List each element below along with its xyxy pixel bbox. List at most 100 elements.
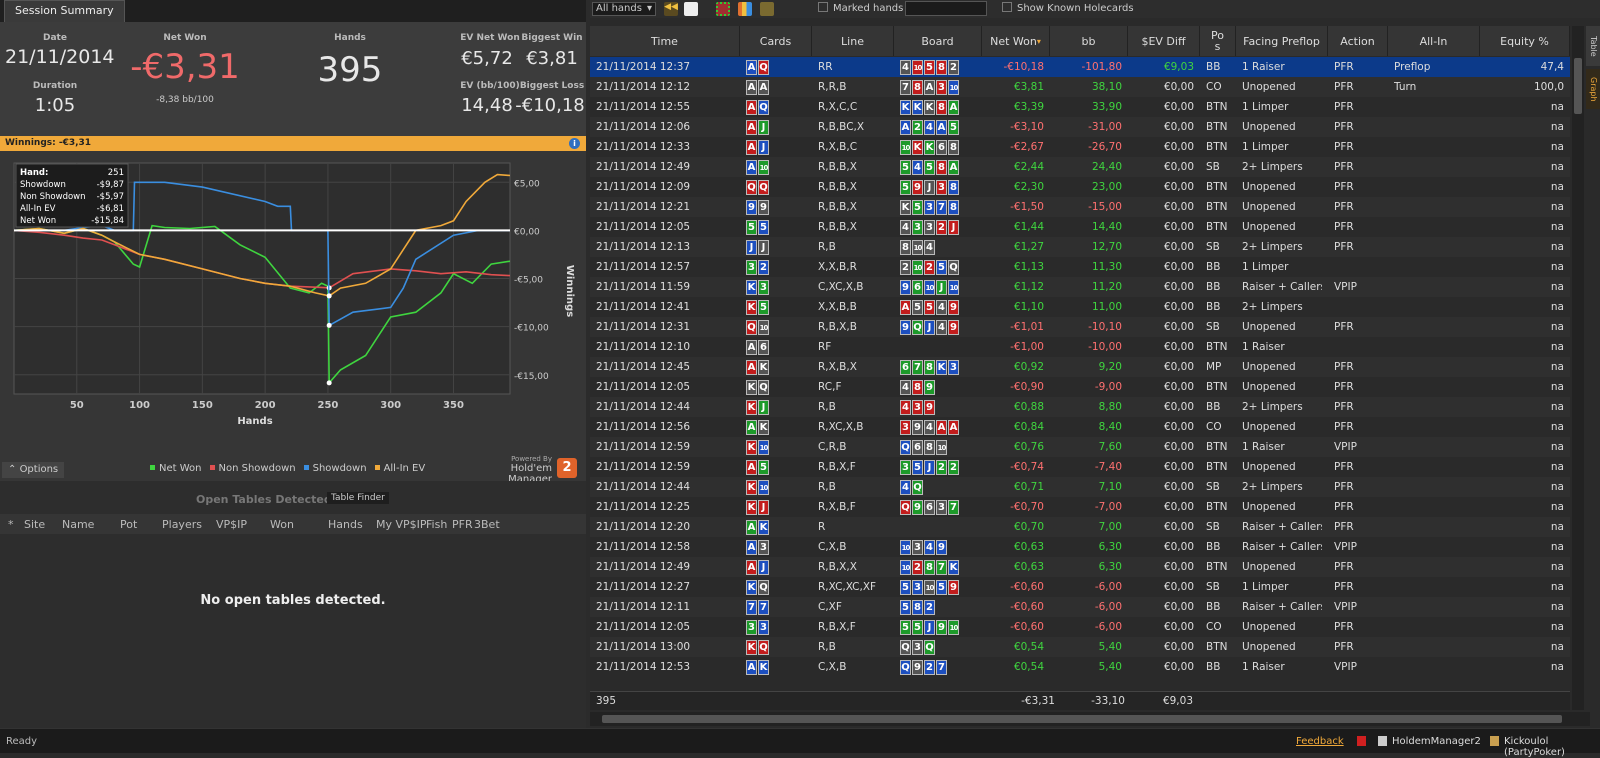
column-header[interactable]: Facing Preflop <box>1236 26 1328 56</box>
ot-column-header[interactable]: * <box>8 518 14 531</box>
heatmap-icon[interactable] <box>716 2 730 16</box>
ot-column-header[interactable]: Name <box>62 518 95 531</box>
table-row[interactable]: 21/11/2014 12:57 3 2 X,X,B,R 2 10 2 5 Q €1,13 11,3… <box>590 257 1570 277</box>
column-header[interactable]: bb <box>1050 26 1128 56</box>
table-row[interactable]: 21/11/2014 12:05 5 5 R,B,B,X 4 3 3 2 J €1,44 14,40… <box>590 217 1570 237</box>
table-row[interactable]: 21/11/2014 12:45 A K R,X,B,X 6 7 8 K 3 €0,92 9,20 €… <box>590 357 1570 377</box>
table-row[interactable]: 21/11/2014 12:10 A 6 RF -€1,00 -10,00 €0,00 BTN… <box>590 337 1570 357</box>
table-row[interactable]: 21/11/2014 12:33 A J R,X,B,C 10 K K 6 8 -€2,67 -26… <box>590 137 1570 157</box>
line-cell: R,B,B,X <box>818 161 857 173</box>
legend-label: Non Showdown <box>218 463 296 474</box>
facing-preflop-cell: Unopened <box>1242 181 1296 193</box>
table-row[interactable]: 21/11/2014 12:49 A J R,B,X,X 10 2 8 7 K €0,63 6,30… <box>590 557 1570 577</box>
ot-column-header[interactable]: Hands <box>328 518 363 531</box>
bigloss-label: Biggest Loss <box>519 81 585 91</box>
table-row[interactable]: 21/11/2014 12:20 A K R €0,70 7,00 €0,00 SB Raise… <box>590 517 1570 537</box>
status-app[interactable]: HoldemManager2 <box>1392 736 1481 747</box>
tooltip-value: -$9,87 <box>97 180 124 190</box>
known-checkbox[interactable] <box>1002 2 1012 12</box>
ot-column-header[interactable]: 3Bet <box>474 518 500 531</box>
status-user[interactable]: Kickoulol (PartyPoker) <box>1504 736 1565 758</box>
column-header[interactable]: Action <box>1328 26 1388 56</box>
ot-column-header[interactable]: Won <box>270 518 294 531</box>
horizontal-scroll-thumb[interactable] <box>602 715 1562 723</box>
trophy-icon[interactable] <box>760 2 774 16</box>
table-row[interactable]: 21/11/2014 12:27 K Q R,XC,XC,XF 5 3 10 5 9 -€0,60… <box>590 577 1570 597</box>
table-row[interactable]: 21/11/2014 12:11 7 7 C,XF 5 8 2 -€0,60 -6,00 €0,0… <box>590 597 1570 617</box>
table-row[interactable]: 21/11/2014 12:21 9 9 R,B,B,X K 5 3 7 8 -€1,50 -15,… <box>590 197 1570 217</box>
tab-session-summary[interactable]: Session Summary <box>4 0 125 22</box>
hands-filter-select[interactable]: All hands ▾ <box>592 2 656 16</box>
table-row[interactable]: 21/11/2014 12:53 A K C,X,B Q 9 2 7 €0,54 5,40 €0,0… <box>590 657 1570 677</box>
x-tick-label: 250 <box>317 400 338 411</box>
flag-icon[interactable] <box>1357 736 1366 746</box>
feedback-link[interactable]: Feedback <box>1296 736 1344 747</box>
card-icon: 7 <box>936 659 947 675</box>
table-row[interactable]: 21/11/2014 12:06 A J R,B,BC,X A 2 4 A 5 -€3,10 -31… <box>590 117 1570 137</box>
table-row[interactable]: 21/11/2014 12:59 K 10 C,R,B Q 6 8 10 €0,76 7,60 €0… <box>590 437 1570 457</box>
column-header[interactable]: $EV Diff <box>1128 26 1200 56</box>
column-header[interactable]: Po s <box>1200 26 1236 56</box>
equity-cell: 47,4 <box>1540 61 1564 73</box>
line-cell: R,B,X,F <box>818 461 856 473</box>
y-axis-label: Winnings <box>564 265 575 317</box>
ot-column-header[interactable]: PFR <box>452 518 473 531</box>
options-button[interactable]: ⌃ Options <box>2 462 65 478</box>
marked-hands-select[interactable] <box>905 1 987 16</box>
legend-item[interactable]: Net Won <box>150 463 202 474</box>
ot-column-header[interactable]: Pot <box>120 518 138 531</box>
time-cell: 21/11/2014 13:00 <box>596 641 691 653</box>
table-row[interactable]: 21/11/2014 12:55 A Q R,X,C,C K K K 8 A €3,39 33,90… <box>590 97 1570 117</box>
table-row[interactable]: 21/11/2014 12:41 K 5 X,X,B,B A 5 5 4 9 €1,10 11,00… <box>590 297 1570 317</box>
ot-column-header[interactable]: My VP$IP <box>376 518 427 531</box>
ev-diff-cell: €0,00 <box>1163 301 1194 313</box>
legend-item[interactable]: Showdown <box>303 463 367 474</box>
table-row[interactable]: 21/11/2014 12:31 Q 10 R,B,X,B 9 Q J 4 9 -€1,01 -10… <box>590 317 1570 337</box>
marked-checkbox[interactable] <box>818 2 828 12</box>
time-cell: 21/11/2014 12:59 <box>596 461 691 473</box>
column-header[interactable]: Time <box>590 26 740 56</box>
table-row[interactable]: 21/11/2014 12:05 3 3 R,B,X,F 5 5 J 9 10 -€0,60 -6,… <box>590 617 1570 637</box>
table-row[interactable]: 21/11/2014 13:00 K Q R,B Q 3 Q €0,54 5,40 €0,00 BT… <box>590 637 1570 657</box>
column-header[interactable]: Cards <box>740 26 812 56</box>
column-header[interactable]: Equity % <box>1480 26 1570 56</box>
horizontal-scrollbar[interactable] <box>590 712 1590 726</box>
rewind-icon[interactable]: ◀◀ <box>664 2 678 16</box>
table-row[interactable]: 21/11/2014 12:05 K Q RC,F 4 8 9 -€0,90 -9,00 €0,0… <box>590 377 1570 397</box>
column-header[interactable]: Board <box>894 26 982 56</box>
table-row[interactable]: 21/11/2014 12:59 A 5 R,B,X,F 3 5 J 2 2 -€0,74 -7,4… <box>590 457 1570 477</box>
ot-column-header[interactable]: Site <box>24 518 46 531</box>
column-header-label: Equity % <box>1500 34 1549 48</box>
card-icon: 2 <box>948 459 959 475</box>
vertical-scrollbar[interactable] <box>1572 26 1584 710</box>
side-tab-table[interactable]: Table <box>1586 26 1600 66</box>
table-row[interactable]: 21/11/2014 12:49 A 10 R,B,B,X 5 4 5 8 A €2,44 24,4… <box>590 157 1570 177</box>
table-row[interactable]: 21/11/2014 12:44 K J R,B 4 3 9 €0,88 8,80 €0,00 BB… <box>590 397 1570 417</box>
marked-hands-toggle[interactable]: Marked hands <box>818 2 903 14</box>
info-icon[interactable]: i <box>569 138 580 149</box>
table-finder-button[interactable]: Table Finder <box>327 492 389 504</box>
column-header[interactable]: Net Won ▾ <box>982 26 1050 56</box>
side-tab-graph[interactable]: Graph <box>1586 69 1600 109</box>
column-header[interactable]: Line <box>812 26 894 56</box>
table-row[interactable]: 21/11/2014 12:44 K 10 R,B 4 Q €0,71 7,10 €0,00 SB… <box>590 477 1570 497</box>
column-header[interactable]: All-In <box>1388 26 1480 56</box>
table-row[interactable]: 21/11/2014 12:56 A K R,XC,X,B 3 9 4 A A €0,84 8,40… <box>590 417 1570 437</box>
table-row[interactable]: 21/11/2014 12:09 Q Q R,B,B,X 5 9 J 3 8 €2,30 23,00… <box>590 177 1570 197</box>
table-row[interactable]: 21/11/2014 12:58 A 3 C,X,B 10 3 4 9 €0,63 6,30 €0,… <box>590 537 1570 557</box>
table-row[interactable]: 21/11/2014 12:13 J J R,B 8 10 4 €1,27 12,70 €0,00… <box>590 237 1570 257</box>
legend-item[interactable]: All-In EV <box>374 463 425 474</box>
bar-chart-icon[interactable] <box>738 2 752 16</box>
legend-item[interactable]: Non Showdown <box>209 463 296 474</box>
table-row[interactable]: 21/11/2014 12:12 A A R,R,B 7 8 A 3 10 €3,81 38,10 €… <box>590 77 1570 97</box>
table-row[interactable]: 21/11/2014 11:59 K 3 C,XC,X,B 9 6 10 J 10 €1,12 11… <box>590 277 1570 297</box>
ot-column-header[interactable]: VP$IP <box>216 518 248 531</box>
table-row[interactable]: 21/11/2014 12:25 K J R,X,B,F Q 9 6 3 7 -€0,70 -7,0… <box>590 497 1570 517</box>
show-known-toggle[interactable]: Show Known Holecards <box>1002 2 1134 14</box>
ot-column-header[interactable]: Players <box>162 518 202 531</box>
ot-column-header[interactable]: Fish <box>426 518 448 531</box>
table-row[interactable]: 21/11/2014 12:37 A Q RR 4 10 5 8 2 -€10,18 -101,80… <box>590 57 1570 77</box>
vertical-scroll-thumb[interactable] <box>1574 58 1582 114</box>
card-icon: Q <box>924 639 935 655</box>
dice-icon[interactable] <box>684 2 698 16</box>
